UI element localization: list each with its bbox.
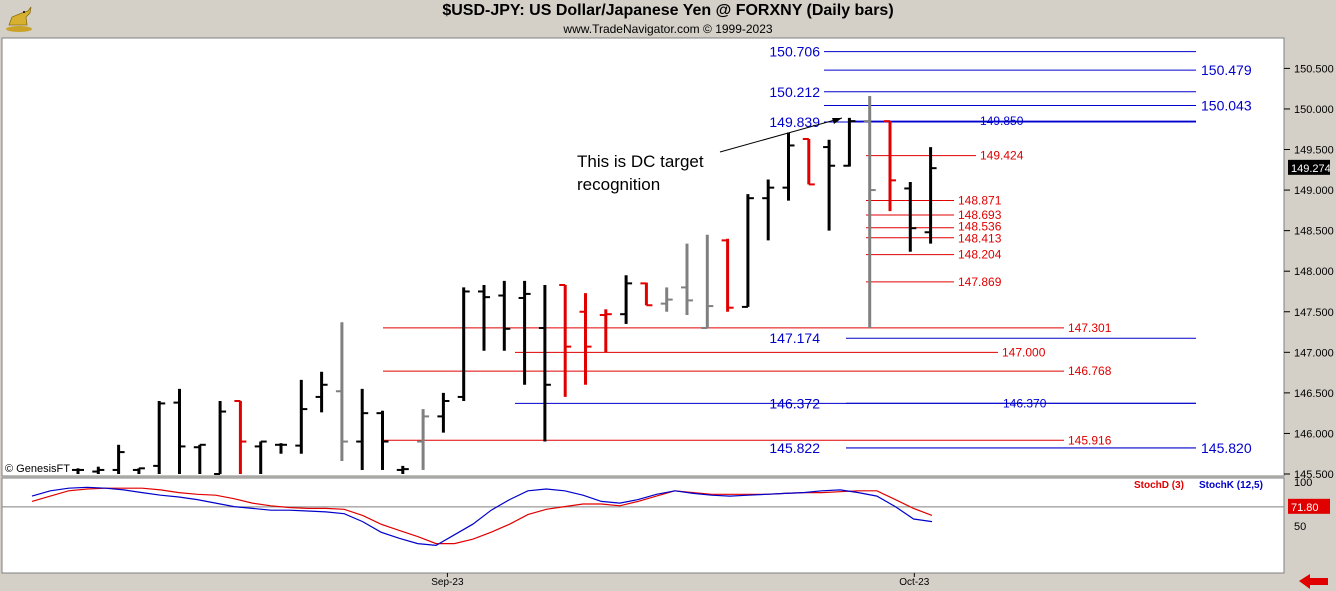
price-tick-label: 148.500 [1294, 226, 1334, 238]
level-label: 147.301 [1068, 321, 1112, 335]
level-label: 148.871 [958, 194, 1002, 208]
price-tick-label: 147.000 [1294, 347, 1334, 359]
price-tick-label: 149.000 [1294, 185, 1334, 197]
date-tick-label: Oct-23 [899, 577, 929, 588]
level-label: 150.043 [1201, 97, 1252, 113]
date-tick-label: Sep-23 [431, 577, 464, 588]
level-label: 150.706 [769, 44, 820, 60]
price-panel [1, 37, 1285, 477]
level-label: 147.869 [958, 275, 1002, 289]
level-label: 146.768 [1068, 364, 1112, 378]
price-axis-panel [1286, 38, 1334, 573]
level-label: 145.822 [769, 440, 820, 456]
stoch-legend-k: StochK (12,5) [1199, 480, 1263, 491]
price-tick-label: 148.000 [1294, 266, 1334, 278]
price-tick-label: 147.500 [1294, 307, 1334, 319]
price-tick-label: 146.500 [1294, 388, 1334, 400]
level-label: 145.820 [1201, 440, 1252, 456]
level-label: 149.424 [980, 149, 1024, 163]
price-axis: 150.500 150.000 149.500 149.000 148.500 148.0… [1284, 63, 1334, 481]
chart-title: $USD-JPY: US Dollar/Japanese Yen @ FORXN… [442, 2, 894, 19]
level-label: 148.693 [958, 208, 1002, 222]
annotation-arrow [719, 117, 843, 153]
annotation-line-2: recognition [577, 175, 660, 194]
stoch-panel [1, 477, 1285, 574]
level-label: 148.536 [958, 220, 1002, 234]
gold-bull-logo-icon [6, 6, 32, 32]
level-label: 150.212 [769, 84, 820, 100]
level-label: 149.839 [769, 114, 820, 130]
stoch-legend-d: StochD (3) [1134, 480, 1184, 491]
level-label: 148.413 [958, 232, 1002, 246]
annotation-line-1: This is DC target [577, 152, 704, 171]
level-label: 149.850 [980, 114, 1024, 128]
last-price-label: 149.274 [1291, 163, 1331, 175]
back-arrow-icon[interactable] [1299, 574, 1328, 589]
chart-subtitle: www.TradeNavigator.com © 1999-2023 [563, 22, 773, 36]
stoch-series-line [31, 486, 933, 547]
stoch-tick-label: 50 [1294, 521, 1306, 533]
level-label: 147.000 [1002, 345, 1046, 359]
price-tick-label: 150.000 [1294, 104, 1334, 116]
price-bars [72, 95, 937, 475]
price-tick-label: 146.000 [1294, 428, 1334, 440]
price-tick-label: 149.500 [1294, 145, 1334, 157]
price-tick-label: 150.500 [1294, 63, 1334, 75]
stoch-last-box [1288, 498, 1330, 514]
level-label: 147.174 [769, 330, 820, 346]
price-tick-label: 145.500 [1294, 469, 1334, 481]
stoch-last-label: 71.80 [1291, 502, 1319, 514]
level-label: 150.479 [1201, 62, 1252, 78]
level-label: 148.204 [958, 248, 1002, 262]
level-label: 146.370 [1003, 396, 1047, 410]
stochastics-indicator: 100 50 71.80 StochD (3) StochK (12,5) [2, 477, 1330, 547]
last-price-box [1288, 159, 1330, 175]
stoch-tick-label: 100 [1294, 477, 1312, 489]
watermark: © GenesisFT [5, 463, 70, 475]
target-levels: 150.706 150.479 150.212 150.043 149.839 149.8… [383, 44, 1252, 456]
date-axis: Sep-23 Oct-23 [431, 573, 930, 588]
level-label: 145.916 [1068, 433, 1112, 447]
